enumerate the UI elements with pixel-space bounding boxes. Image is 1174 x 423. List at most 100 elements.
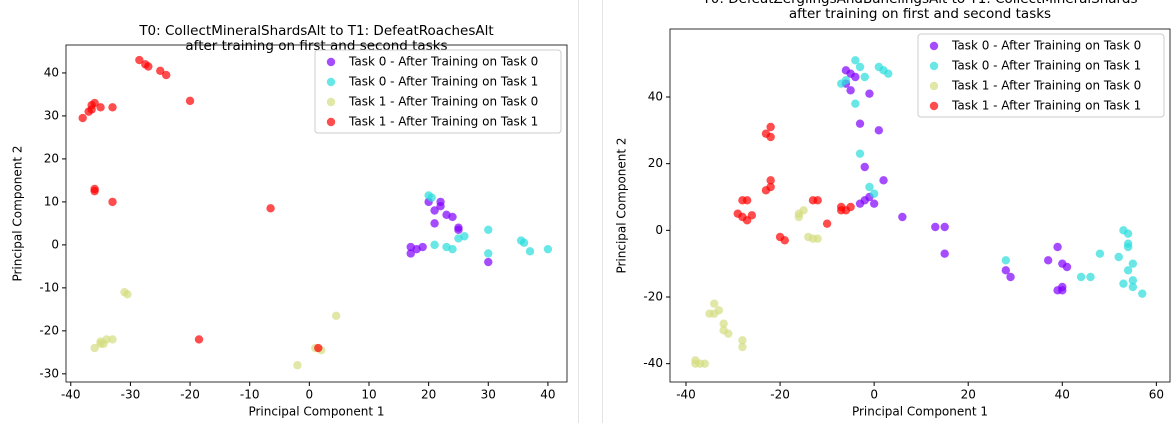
point bbox=[1006, 272, 1015, 282]
point bbox=[1128, 259, 1138, 268]
y-tick-label: 40 bbox=[648, 90, 663, 104]
point bbox=[460, 232, 469, 241]
point bbox=[855, 62, 865, 72]
point bbox=[766, 132, 775, 142]
point bbox=[108, 197, 117, 207]
point bbox=[293, 361, 302, 370]
point bbox=[855, 149, 865, 158]
point bbox=[519, 238, 529, 247]
point bbox=[813, 196, 822, 205]
x-tick-label: 60 bbox=[1149, 388, 1164, 402]
x-axis-label: Principal Component 1 bbox=[852, 405, 988, 419]
point bbox=[162, 70, 171, 80]
legend-box bbox=[314, 49, 562, 134]
point bbox=[314, 343, 323, 353]
point bbox=[766, 176, 775, 185]
point bbox=[108, 335, 117, 344]
point bbox=[865, 89, 874, 98]
point bbox=[156, 66, 165, 75]
point bbox=[931, 222, 940, 232]
point bbox=[799, 206, 808, 215]
point bbox=[761, 186, 771, 195]
y-tick-label: 0 bbox=[51, 237, 59, 251]
point bbox=[869, 189, 879, 198]
chart-title: T0: DefeatZerglingsAndBanelingsAlt to T1… bbox=[702, 0, 1138, 7]
x-tick-label: 40 bbox=[540, 388, 555, 402]
point bbox=[1076, 272, 1086, 282]
point bbox=[448, 212, 457, 222]
point bbox=[87, 105, 96, 114]
legend-marker bbox=[326, 77, 336, 87]
legend-marker bbox=[929, 101, 939, 111]
point bbox=[1053, 242, 1062, 252]
point bbox=[794, 212, 804, 222]
point bbox=[1123, 229, 1133, 238]
x-tick-label: -20 bbox=[770, 388, 790, 402]
chart: T0: DefeatZerglingsAndBanelingsAlt to T1… bbox=[615, 0, 1171, 419]
point bbox=[851, 56, 860, 65]
legend-marker bbox=[326, 117, 336, 127]
y-tick-label: 0 bbox=[655, 223, 663, 237]
point bbox=[90, 184, 99, 194]
point bbox=[1001, 266, 1011, 275]
point bbox=[898, 212, 907, 222]
point bbox=[1058, 259, 1067, 268]
x-tick-label: -40 bbox=[61, 388, 81, 402]
legend-label: Task 0 - After Training on Task 0 bbox=[951, 39, 1141, 53]
point bbox=[78, 113, 87, 123]
point bbox=[1123, 266, 1133, 275]
legend-label: Task 0 - After Training on Task 1 bbox=[951, 59, 1141, 73]
point bbox=[331, 311, 341, 321]
point bbox=[1114, 252, 1123, 262]
point bbox=[1086, 272, 1095, 282]
point bbox=[96, 103, 105, 112]
y-tick-label: -30 bbox=[39, 366, 59, 380]
legend-label: Task 1 - After Training on Task 0 bbox=[951, 79, 1141, 93]
plot-frame bbox=[669, 28, 1171, 383]
x-tick-label: 40 bbox=[1055, 388, 1070, 402]
y-tick-label: 40 bbox=[44, 65, 59, 79]
y-tick-label: 10 bbox=[44, 194, 59, 208]
point bbox=[484, 249, 493, 258]
point bbox=[185, 96, 195, 106]
point bbox=[851, 72, 860, 82]
point bbox=[691, 359, 700, 368]
legend-label: Task 1 - After Training on Task 1 bbox=[348, 115, 538, 129]
point bbox=[710, 299, 719, 308]
point bbox=[1138, 289, 1147, 298]
x-tick-label: 20 bbox=[421, 388, 436, 402]
point bbox=[108, 103, 117, 112]
point bbox=[846, 202, 855, 212]
point bbox=[123, 290, 132, 299]
point bbox=[90, 98, 99, 108]
point bbox=[266, 204, 275, 213]
point bbox=[846, 86, 855, 95]
y-axis-label: Principal Component 2 bbox=[615, 137, 629, 273]
chart-title: T0: CollectMineralShardsAlt to T1: Defea… bbox=[138, 23, 493, 39]
point bbox=[418, 242, 427, 252]
point bbox=[99, 339, 108, 348]
y-tick-label: -20 bbox=[643, 290, 663, 304]
point bbox=[454, 225, 463, 235]
point bbox=[90, 343, 99, 353]
chart: T0: CollectMineralShardsAlt to T1: Defea… bbox=[11, 23, 568, 419]
point bbox=[940, 222, 949, 232]
x-tick-label: -20 bbox=[180, 388, 200, 402]
x-tick-label: 0 bbox=[306, 388, 314, 402]
point bbox=[1043, 256, 1053, 265]
x-tick-label: 0 bbox=[870, 388, 878, 402]
legend-marker bbox=[929, 81, 939, 91]
point bbox=[860, 196, 869, 205]
legend-marker bbox=[326, 57, 336, 67]
point bbox=[860, 162, 869, 172]
point bbox=[144, 62, 153, 71]
point bbox=[837, 206, 846, 215]
point bbox=[135, 55, 144, 65]
point bbox=[484, 257, 493, 267]
point bbox=[766, 122, 775, 132]
point bbox=[869, 199, 879, 208]
point bbox=[436, 197, 445, 207]
legend-label: Task 0 - After Training on Task 0 bbox=[348, 55, 538, 69]
point bbox=[738, 342, 747, 352]
